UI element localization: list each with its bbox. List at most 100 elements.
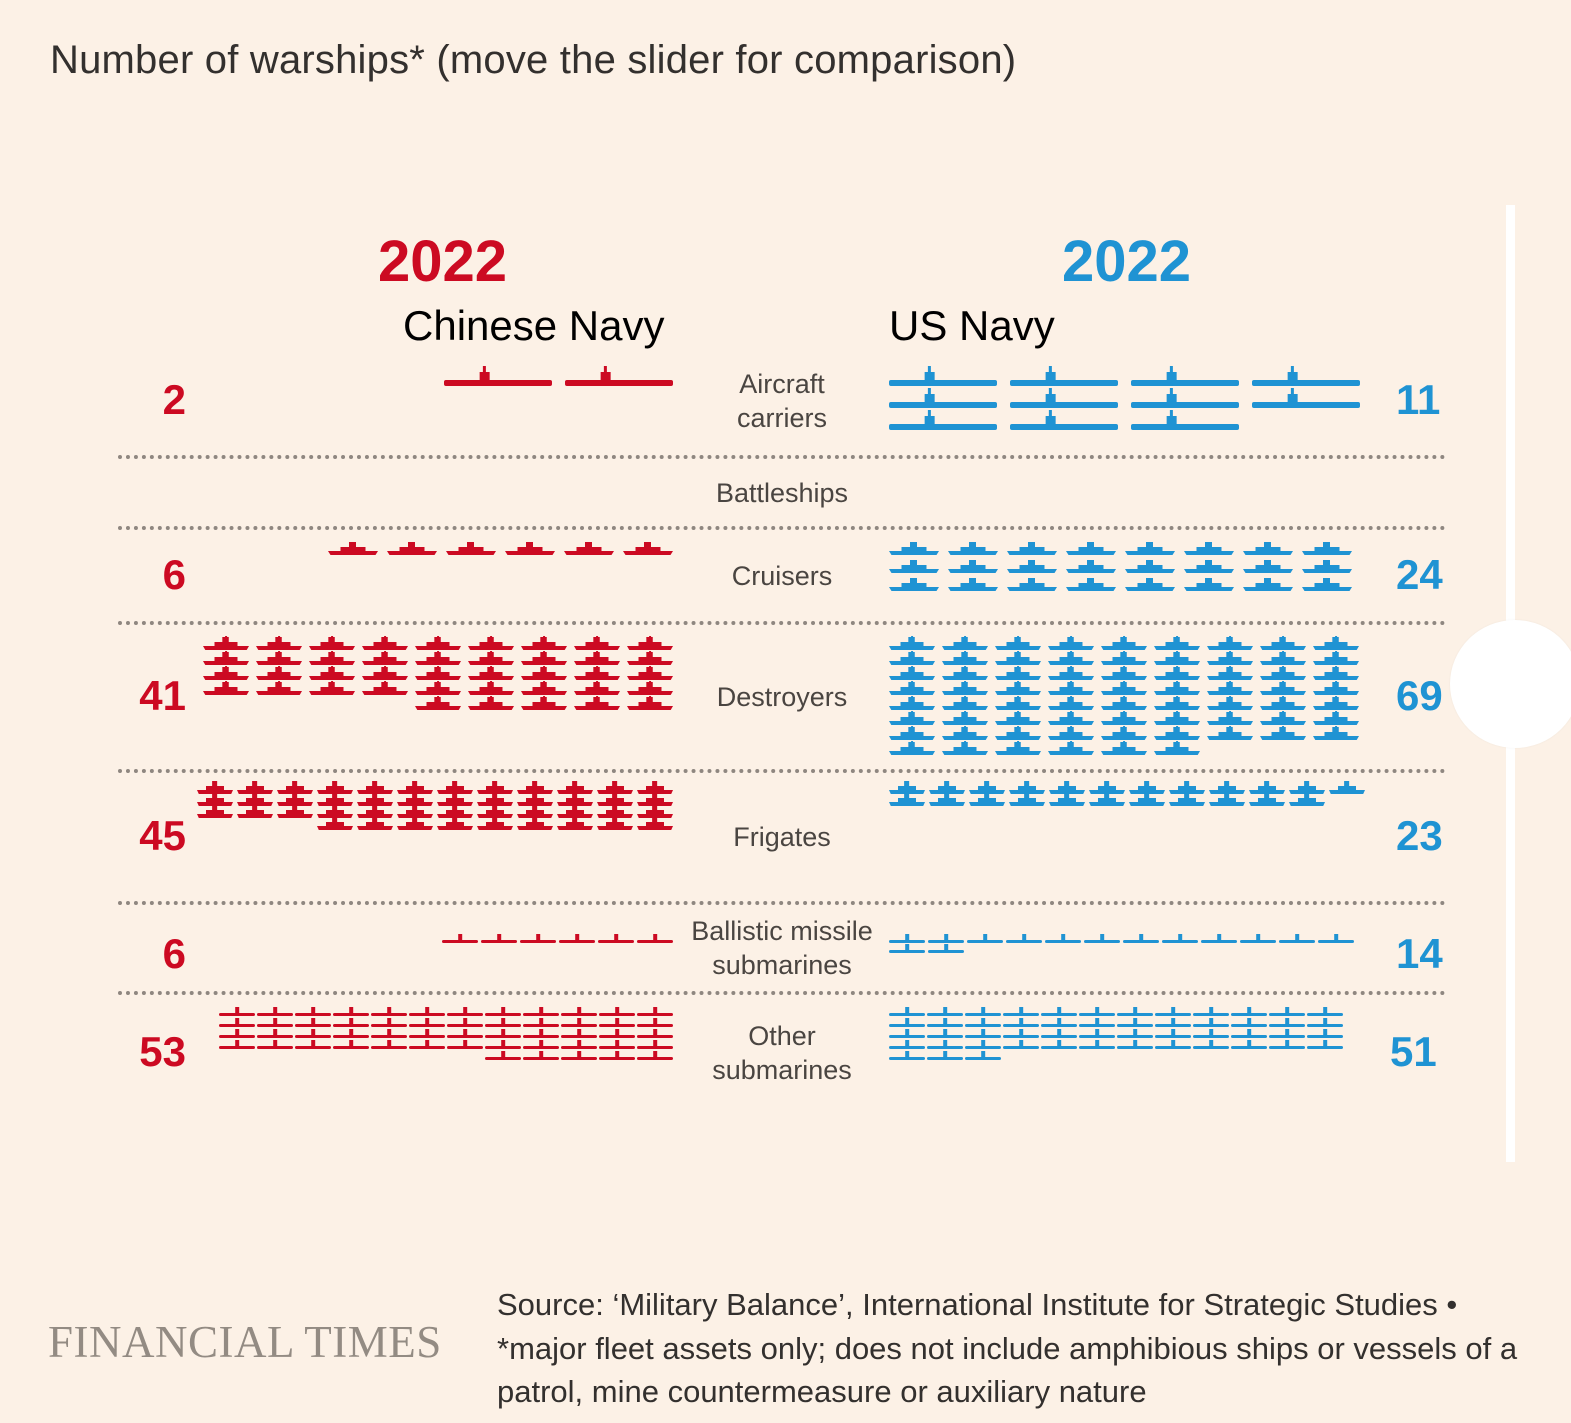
cn-ship-icon-destroyers	[627, 636, 673, 650]
us-ship-icon-frigates	[929, 781, 965, 794]
us-ship-icon-cruisers	[1184, 578, 1234, 591]
cn-ship-icon-destroyers	[468, 636, 514, 650]
us-ship-icon-other-submarines	[1041, 1018, 1077, 1027]
us-ship-icon-ballistic-missile-submarines	[1279, 934, 1315, 943]
row-divider	[118, 621, 1446, 625]
us-ship-icon-other-submarines	[1269, 1018, 1305, 1027]
china-count-other-submarines: 53	[139, 1028, 186, 1075]
us-ship-icon-destroyers	[1207, 726, 1253, 740]
cn-ship-icon-destroyers	[203, 681, 249, 695]
us-ship-icon-frigates	[929, 793, 965, 806]
us-ship-icon-destroyers	[1313, 666, 1359, 680]
us-ship-icon-destroyers	[1101, 696, 1147, 710]
us-ship-icon-other-submarines	[1079, 1018, 1115, 1027]
cn-ship-icon-destroyers	[627, 651, 673, 665]
china-year: 2022	[378, 229, 508, 294]
us-ship-icon-other-submarines	[1117, 1007, 1153, 1016]
us-ship-icon-destroyers	[1101, 651, 1147, 665]
us-ship-icon-destroyers	[942, 696, 988, 710]
us-ship-icon-cruisers	[1302, 560, 1352, 573]
cn-ship-icon-frigates	[357, 781, 393, 794]
us-ship-icon-other-submarines	[1231, 1018, 1267, 1027]
us-ship-icon-other-submarines	[1269, 1029, 1305, 1038]
us-ship-icon-frigates	[889, 781, 925, 794]
us-ship-icon-frigates	[969, 781, 1005, 794]
us-ship-icon-destroyers	[1313, 651, 1359, 665]
us-ship-icon-destroyers	[942, 726, 988, 740]
us-ship-icon-destroyers	[1048, 681, 1094, 695]
cn-ship-icon-other-submarines	[637, 1040, 673, 1049]
cn-ship-icon-other-submarines	[295, 1029, 331, 1038]
us-ship-icon-cruisers	[1184, 542, 1234, 555]
cn-ship-icon-frigates	[477, 817, 513, 830]
us-ship-icon-other-submarines	[927, 1040, 963, 1049]
us-ship-icon-destroyers	[1101, 711, 1147, 725]
us-ship-icon-other-submarines	[1193, 1040, 1229, 1049]
comparison-slider-handle[interactable]	[1450, 620, 1571, 748]
cn-ship-icon-other-submarines	[447, 1018, 483, 1027]
cn-ship-icon-cruisers	[623, 542, 673, 555]
us-ship-icon-destroyers	[889, 696, 935, 710]
cn-ship-icon-other-submarines	[371, 1040, 407, 1049]
us-ship-icon-ballistic-missile-submarines	[928, 934, 964, 943]
category-label-frigates: Frigates	[733, 822, 831, 852]
us-ship-icon-cruisers	[1125, 578, 1175, 591]
cn-ship-icon-other-submarines	[409, 1007, 445, 1016]
cn-ship-icon-other-submarines	[295, 1018, 331, 1027]
cn-ship-icon-destroyers	[574, 681, 620, 695]
us-ship-icon-other-submarines	[1193, 1029, 1229, 1038]
cn-ship-icon-other-submarines	[257, 1018, 293, 1027]
us-ship-icon-destroyers	[1207, 666, 1253, 680]
us-ship-icon-destroyers	[1048, 741, 1094, 755]
us-ship-icon-frigates	[1169, 793, 1205, 806]
category-label-aircraft-carriers: Aircraft carriers	[736, 369, 827, 433]
cn-ship-icon-aircraft-carriers	[444, 366, 552, 386]
us-ship-icon-destroyers	[1154, 696, 1200, 710]
us-ship-icon-destroyers	[889, 681, 935, 695]
cn-ship-icon-other-submarines	[599, 1007, 635, 1016]
cn-ship-icon-frigates	[517, 793, 553, 806]
cn-ship-icon-frigates	[517, 817, 553, 830]
cn-ship-icon-destroyers	[362, 651, 408, 665]
cn-ship-icon-frigates	[317, 817, 353, 830]
us-ship-icon-other-submarines	[1041, 1029, 1077, 1038]
cn-ship-icon-destroyers	[309, 666, 355, 680]
us-ship-icon-destroyers	[1154, 636, 1200, 650]
us-ship-icon-destroyers	[942, 681, 988, 695]
us-ship-icon-cruisers	[889, 542, 939, 555]
cn-ship-icon-ballistic-missile-submarines	[559, 934, 595, 943]
cn-ship-icon-destroyers	[309, 636, 355, 650]
us-ship-icon-destroyers	[1048, 726, 1094, 740]
cn-ship-icon-other-submarines	[599, 1029, 635, 1038]
cn-ship-icon-ballistic-missile-submarines	[442, 934, 478, 943]
china-count-destroyers: 41	[139, 672, 186, 719]
cn-ship-icon-ballistic-missile-submarines	[637, 934, 673, 943]
cn-ship-icon-frigates	[197, 793, 233, 806]
us-count-ballistic-missile-submarines: 14	[1396, 930, 1443, 977]
us-ship-icon-other-submarines	[1231, 1007, 1267, 1016]
cn-ship-icon-other-submarines	[485, 1040, 521, 1049]
cn-ship-icon-other-submarines	[219, 1007, 255, 1016]
us-ship-icon-ballistic-missile-submarines	[1162, 934, 1198, 943]
us-ship-icon-destroyers	[889, 636, 935, 650]
cn-ship-icon-frigates	[397, 805, 433, 818]
us-ship-icon-other-submarines	[965, 1040, 1001, 1049]
us-ship-icon-cruisers	[889, 578, 939, 591]
us-ship-icon-cruisers	[1243, 578, 1293, 591]
us-ship-icon-frigates	[889, 793, 925, 806]
us-ship-icon-destroyers	[1101, 741, 1147, 755]
us-ship-icon-ballistic-missile-submarines	[967, 934, 1003, 943]
category-label-ballistic-missile-submarines: Ballistic missile submarines	[691, 916, 873, 980]
cn-ship-icon-other-submarines	[561, 1040, 597, 1049]
us-ship-icon-destroyers	[1207, 681, 1253, 695]
cn-ship-icon-other-submarines	[523, 1051, 559, 1060]
cn-ship-icon-other-submarines	[637, 1029, 673, 1038]
us-ship-icon-ballistic-missile-submarines	[1201, 934, 1237, 943]
cn-ship-icon-destroyers	[256, 681, 302, 695]
cn-ship-icon-other-submarines	[257, 1007, 293, 1016]
cn-ship-icon-other-submarines	[447, 1040, 483, 1049]
cn-ship-icon-frigates	[517, 805, 553, 818]
cn-ship-icon-frigates	[557, 781, 593, 794]
cn-ship-icon-destroyers	[574, 636, 620, 650]
us-ship-icon-destroyers	[1313, 711, 1359, 725]
